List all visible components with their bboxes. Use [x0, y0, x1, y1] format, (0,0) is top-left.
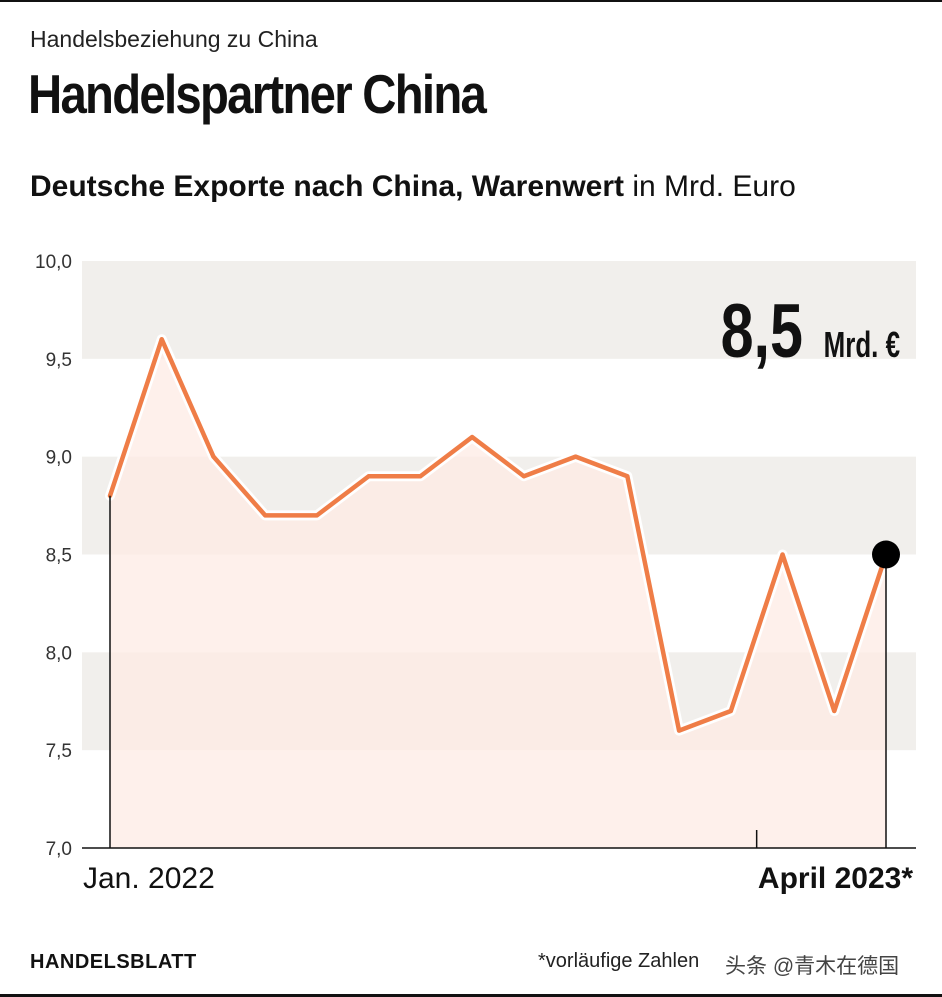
highlight-value: 8,5 Mrd. €: [721, 289, 900, 374]
series-line: [107, 337, 889, 733]
kicker: Handelsbeziehung zu China: [30, 26, 318, 52]
y-tick-label: 7,0: [46, 839, 72, 860]
watermark: 头条 @青木在德国: [725, 955, 900, 978]
export-chart: 7,0 7,5 8,0 8,5 9,0 9,5 10,0 Jan. 2022 April 20…: [35, 252, 916, 895]
data-point: [366, 474, 371, 479]
page-title: Handelspartner China: [28, 63, 487, 125]
area-fill: [110, 339, 886, 848]
data-point: [728, 709, 733, 714]
data-point: [470, 435, 475, 440]
y-tick-label: 8,0: [46, 643, 72, 664]
footnote: *vorläufige Zahlen: [538, 950, 700, 972]
data-point: [211, 454, 216, 459]
grid-band: [82, 261, 916, 359]
data-point: [780, 552, 785, 557]
x-end-label: April 2023*: [758, 862, 913, 895]
latest-value-marker: [872, 540, 900, 569]
data-point: [677, 728, 682, 733]
bottom-rule: [0, 994, 942, 997]
y-tick-label: 7,5: [46, 741, 72, 762]
highlight-number: 8,5: [721, 289, 803, 374]
data-point: [832, 709, 837, 714]
y-axis: 7,0 7,5 8,0 8,5 9,0 9,5 10,0: [35, 252, 72, 860]
subtitle-unit: in Mrd. Euro: [624, 170, 796, 203]
data-point: [573, 454, 578, 459]
data-point: [418, 474, 423, 479]
y-tick-label: 10,0: [35, 252, 72, 273]
data-point: [625, 474, 630, 479]
chart-subtitle: Deutsche Exporte nach China, Warenwert i…: [30, 170, 796, 204]
x-start-label: Jan. 2022: [83, 862, 215, 895]
area-layer: [105, 334, 891, 848]
subtitle-main: Deutsche Exporte nach China, Warenwert: [30, 170, 625, 203]
y-tick-label: 8,5: [46, 546, 72, 567]
top-rule: [0, 0, 942, 2]
x-axis: Jan. 2022 April 2023*: [82, 495, 916, 895]
highlight-unit: Mrd. €: [824, 325, 900, 365]
data-point: [159, 337, 164, 342]
data-point: [521, 474, 526, 479]
y-tick-label: 9,5: [46, 350, 72, 371]
brand-logo: HANDELSBLATT: [30, 951, 197, 973]
data-point: [314, 513, 319, 518]
data-point: [263, 513, 268, 518]
y-tick-label: 9,0: [46, 448, 72, 469]
